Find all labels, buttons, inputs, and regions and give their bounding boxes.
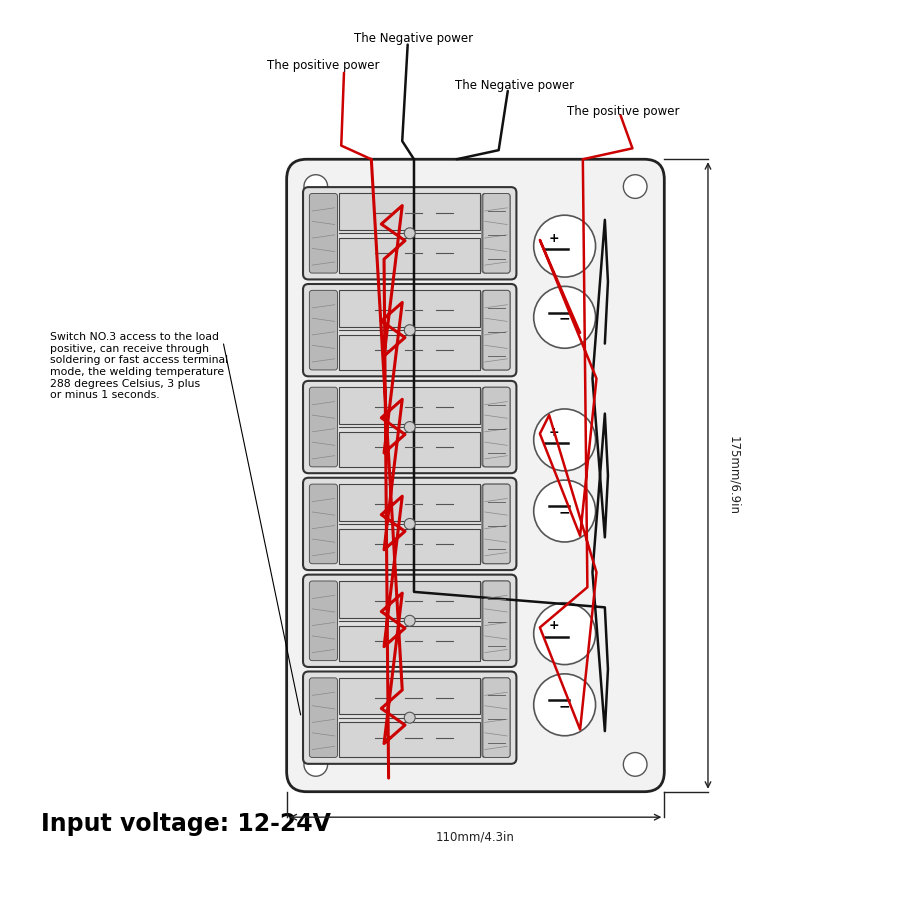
Circle shape <box>623 753 647 776</box>
FancyBboxPatch shape <box>482 388 510 467</box>
Circle shape <box>533 602 595 664</box>
FancyBboxPatch shape <box>303 381 516 473</box>
FancyBboxPatch shape <box>309 678 338 757</box>
Bar <box>339 238 480 273</box>
Circle shape <box>623 175 647 198</box>
Text: The positive power: The positive power <box>567 105 680 117</box>
FancyBboxPatch shape <box>309 388 338 467</box>
Text: Input voltage: 12-24V: Input voltage: 12-24V <box>41 812 331 835</box>
FancyBboxPatch shape <box>482 484 510 563</box>
Circle shape <box>533 215 595 277</box>
Bar <box>339 581 480 618</box>
FancyBboxPatch shape <box>303 284 516 377</box>
Circle shape <box>404 615 415 626</box>
Bar <box>339 678 480 714</box>
FancyBboxPatch shape <box>287 159 664 792</box>
Circle shape <box>533 409 595 470</box>
Circle shape <box>404 325 415 336</box>
FancyBboxPatch shape <box>309 290 338 370</box>
Bar <box>339 290 480 327</box>
Circle shape <box>404 421 415 432</box>
Text: −: − <box>559 312 571 326</box>
FancyBboxPatch shape <box>303 574 516 667</box>
FancyBboxPatch shape <box>309 194 338 273</box>
Bar <box>339 432 480 467</box>
Circle shape <box>533 674 595 736</box>
Circle shape <box>533 287 595 349</box>
Bar <box>339 388 480 424</box>
FancyBboxPatch shape <box>309 484 338 563</box>
Bar <box>339 484 480 521</box>
Text: Switch NO.3 access to the load
positive, can receive through
soldering or fast a: Switch NO.3 access to the load positive,… <box>50 332 228 400</box>
FancyBboxPatch shape <box>482 194 510 273</box>
Circle shape <box>404 519 415 530</box>
FancyBboxPatch shape <box>483 290 510 370</box>
Text: The positive power: The positive power <box>267 59 379 72</box>
Bar <box>339 335 480 370</box>
FancyBboxPatch shape <box>483 484 510 563</box>
FancyBboxPatch shape <box>483 581 510 661</box>
Text: 110mm/4.3in: 110mm/4.3in <box>436 831 515 844</box>
Bar <box>339 723 480 757</box>
Circle shape <box>404 713 415 723</box>
Text: −: − <box>559 506 571 520</box>
Circle shape <box>533 480 595 542</box>
Text: −: − <box>559 700 571 713</box>
Text: 175mm/6.9in: 175mm/6.9in <box>727 436 740 515</box>
FancyBboxPatch shape <box>483 678 510 757</box>
Text: The Negative power: The Negative power <box>455 79 573 92</box>
FancyBboxPatch shape <box>303 478 516 570</box>
FancyBboxPatch shape <box>303 672 516 763</box>
FancyBboxPatch shape <box>483 194 510 273</box>
FancyBboxPatch shape <box>482 678 510 757</box>
Circle shape <box>304 753 328 776</box>
Text: +: + <box>549 426 559 439</box>
Text: +: + <box>549 620 559 632</box>
FancyBboxPatch shape <box>303 187 516 279</box>
Circle shape <box>304 175 328 198</box>
Circle shape <box>404 228 415 238</box>
FancyBboxPatch shape <box>482 581 510 661</box>
Bar <box>339 625 480 661</box>
FancyBboxPatch shape <box>482 290 510 370</box>
FancyBboxPatch shape <box>483 388 510 467</box>
FancyBboxPatch shape <box>309 581 338 661</box>
Text: +: + <box>549 232 559 245</box>
Bar <box>339 529 480 563</box>
Bar <box>339 194 480 230</box>
Text: The Negative power: The Negative power <box>355 32 473 45</box>
